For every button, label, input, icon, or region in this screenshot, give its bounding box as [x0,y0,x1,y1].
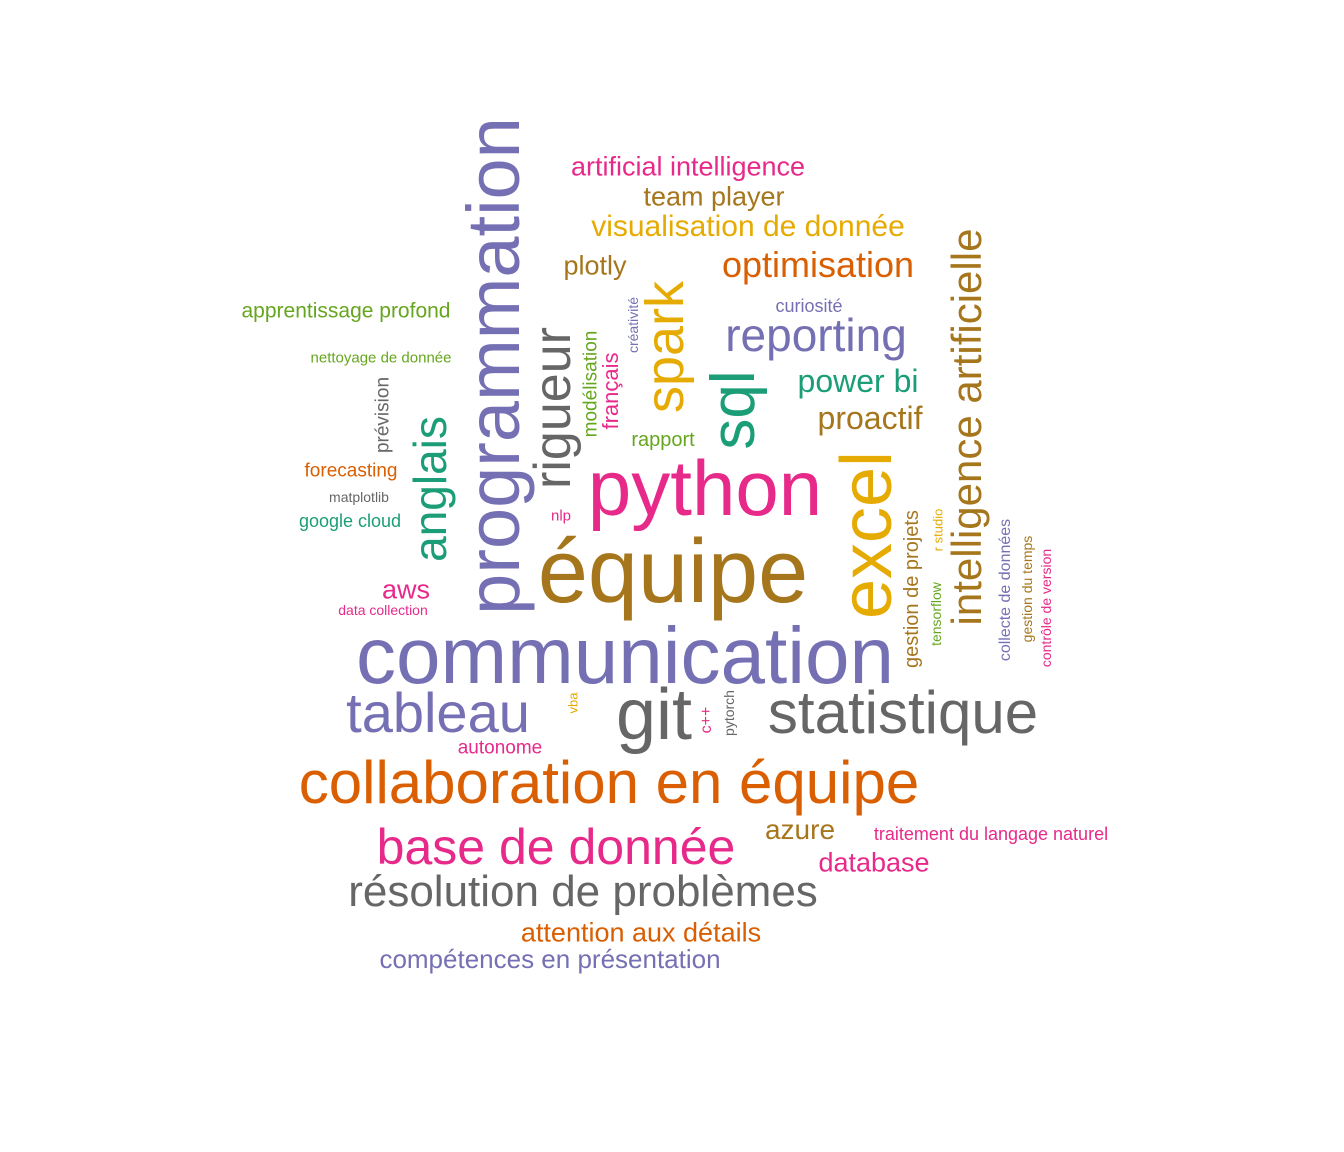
word-data-collection: data collection [338,602,428,618]
word-python: python [587,444,823,532]
word-base-de-donnee: base de donnée [376,819,736,875]
word-statistique: statistique [767,679,1039,746]
word-forecasting: forecasting [304,460,398,482]
word-visualisation-de-donnee: visualisation de donnée [591,210,905,243]
word-autonome: autonome [457,737,543,759]
word-intelligence-artificielle: intelligence artificielle [943,228,990,626]
word-collecte-de-donnees: collecte de données [997,518,1014,662]
word-spark: spark [635,280,695,414]
word-reporting: reporting [725,309,907,361]
word-sql: sql [699,370,768,450]
word-tensorflow: tensorflow [928,582,944,646]
word-vba: vba [565,692,581,714]
word-collaboration-en-equipe: collaboration en équipe [298,749,920,816]
word-communication: communication [355,611,895,700]
word-rigueur: rigueur [524,327,582,489]
word-traitement-du-langage-naturel: traitement du langage naturel [873,824,1109,844]
word-proactif: proactif [817,400,923,436]
word-pytorch: pytorch [721,690,737,736]
word-gestion-de-projets: gestion de projets [901,510,923,668]
word-artificial-intelligence: artificial intelligence [570,151,806,182]
word-azure: azure [764,814,836,845]
word-power-bi: power bi [797,363,919,399]
word-git: git [615,675,693,755]
word-plotly: plotly [563,250,627,281]
word-equipe: équipe [537,522,809,622]
word-nlp: nlp [550,507,572,525]
word-competences-en-presentation: compétences en présentation [379,944,721,974]
word-curiosite: curiosité [775,296,843,316]
word-controle-de-version: contrôle de version [1038,548,1054,668]
word-google-cloud: google cloud [298,511,402,531]
word-anglais: anglais [404,416,456,562]
word-creativite: créativité [625,296,641,354]
word-r-studio: r studio [930,508,946,552]
word-apprentissage-profond: apprentissage profond [241,299,451,323]
word-rapport: rapport [631,429,695,451]
word-team-player: team player [643,181,785,212]
word-francais: français [598,352,623,430]
word-excel: excel [827,450,907,620]
word-cpp: c++ [698,706,715,734]
word-programmation: programmation [452,117,535,615]
word-resolution-de-problemes: résolution de problèmes [348,867,818,916]
word-aws: aws [381,574,431,605]
word-gestion-du-temps: gestion du temps [1019,535,1035,643]
word-attention-aux-details: attention aux détails [520,917,762,948]
word-optimisation: optimisation [721,244,915,285]
word-prevision: prévision [372,376,394,454]
word-matplotlib: matplotlib [329,489,389,505]
word-nettoyage-de-donnee: nettoyage de donnée [310,349,452,367]
word-database: database [818,847,930,878]
word-tableau: tableau [346,681,530,744]
